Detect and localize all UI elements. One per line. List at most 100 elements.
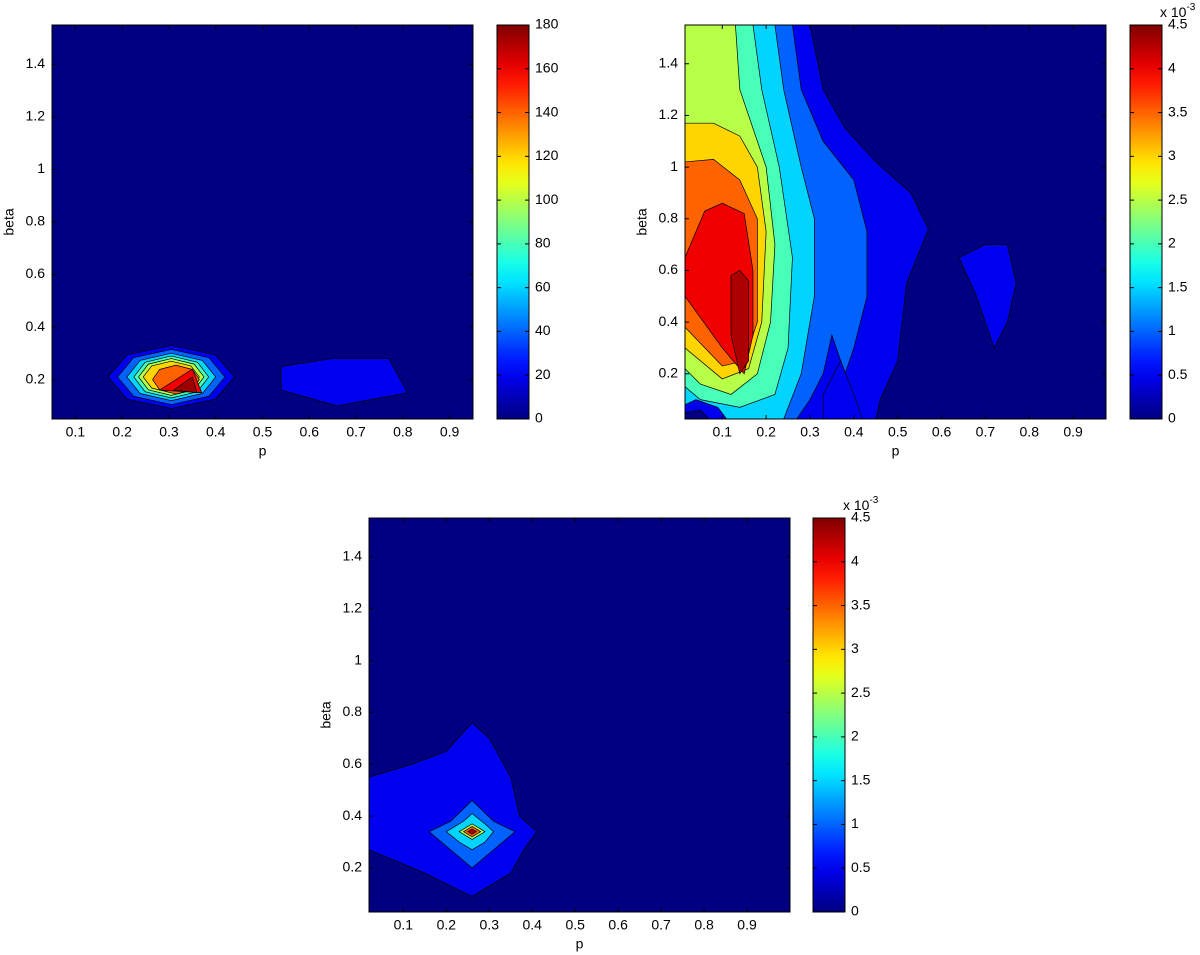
y-tick-label: 0.6 [343, 755, 363, 771]
background-region [52, 25, 473, 419]
x-tick-label: 0.3 [159, 424, 179, 440]
colorbar-tick-label: 4 [1168, 59, 1176, 75]
x-tick-label: 0.5 [888, 424, 908, 440]
x-tick-label: 0.8 [393, 424, 413, 440]
x-tick-label: 0.4 [844, 424, 864, 440]
colorbar-tick-label: 3.5 [851, 596, 871, 612]
y-axis-label: beta [634, 208, 650, 235]
y-tick-label: 1.4 [343, 548, 363, 564]
y-tick-label: 0.4 [26, 318, 46, 334]
x-tick-label: 0.2 [112, 424, 132, 440]
x-axis-label: p [259, 443, 267, 459]
x-tick-label: 0.6 [300, 424, 320, 440]
x-tick-label: 0.6 [608, 917, 628, 933]
y-tick-label: 0.6 [26, 265, 46, 281]
contour-region [958, 244, 1017, 349]
colorbar [496, 24, 530, 420]
contour-region [685, 409, 710, 419]
y-tick-label: 0.8 [343, 703, 363, 719]
x-tick-label: 0.4 [523, 917, 543, 933]
colorbar-tick-label: 0 [1168, 410, 1176, 426]
colorbar-scale-exponent: -3 [1186, 2, 1195, 13]
contour-region [730, 269, 749, 375]
colorbar-tick-label: 1.5 [1168, 278, 1188, 294]
colorbar-tick-label: 1 [1168, 322, 1176, 338]
contour-region [280, 358, 409, 407]
x-tick-label: 0.2 [756, 424, 776, 440]
x-tick-label: 0.5 [253, 424, 273, 440]
colorbar-scale-base: x 10 [843, 497, 870, 513]
plot-area [52, 25, 473, 419]
y-tick-label: 1 [37, 160, 45, 176]
x-tick-label: 0.4 [206, 424, 226, 440]
colorbar-tick-label: 60 [535, 278, 551, 294]
colorbar-tick-label: 4 [851, 552, 859, 568]
y-tick-label: 1.2 [659, 106, 679, 122]
colorbar-scale-exponent: -3 [869, 495, 878, 506]
plot-area [369, 518, 790, 912]
colorbar-tick-label: 3 [851, 640, 859, 656]
colorbar [1129, 24, 1163, 420]
colorbar-tick-label: 2 [1168, 235, 1176, 251]
x-axis-label: p [892, 443, 900, 459]
y-tick-label: 1.4 [659, 54, 679, 70]
x-tick-label: 0.7 [976, 424, 996, 440]
x-tick-label: 0.9 [737, 917, 757, 933]
x-tick-label: 0.7 [346, 424, 366, 440]
y-tick-label: 0.6 [659, 261, 679, 277]
x-tick-label: 0.3 [480, 917, 500, 933]
y-tick-label: 0.4 [659, 313, 679, 329]
x-tick-label: 0.8 [694, 917, 714, 933]
axes-frame [368, 517, 791, 913]
y-tick-label: 0.2 [659, 364, 679, 380]
colorbar-tick-label: 3 [1168, 147, 1176, 163]
plot-area [685, 25, 1106, 419]
colorbar-tick-label: 1 [851, 815, 859, 831]
colorbar-tick-label: 3.5 [1168, 103, 1188, 119]
contour-region [467, 828, 478, 835]
x-tick-label: 0.3 [800, 424, 820, 440]
colorbar-tick-label: 0.5 [851, 859, 871, 875]
y-tick-label: 1.2 [26, 108, 46, 124]
contour-region [172, 376, 198, 394]
colorbar-tick-label: 0.5 [1168, 366, 1188, 382]
colorbar-scale: x 10-3 [843, 495, 879, 513]
y-tick-label: 1.4 [26, 55, 46, 71]
colorbar-tick-label: 40 [535, 322, 551, 338]
x-tick-label: 0.9 [1063, 424, 1083, 440]
x-tick-label: 0.5 [565, 917, 585, 933]
y-axis-label: beta [1, 208, 17, 235]
colorbar-tick-label: 2.5 [1168, 191, 1188, 207]
colorbar-tick-label: 20 [535, 366, 551, 382]
x-tick-label: 0.6 [932, 424, 952, 440]
colorbar-tick-label: 1.5 [851, 771, 871, 787]
colorbar-tick-label: 180 [535, 16, 559, 32]
contour-region [822, 360, 863, 419]
y-tick-label: 0.8 [26, 213, 46, 229]
colorbar-scale: x 10-3 [1160, 2, 1196, 20]
contour-region [369, 722, 538, 897]
colorbar-tick-label: 4.5 [1168, 16, 1188, 32]
colorbar-tick-label: 80 [535, 235, 551, 251]
colorbar-tick-label: 0 [851, 903, 859, 919]
colorbar-scale-base: x 10 [1160, 4, 1187, 20]
colorbar-tick-label: 4.5 [851, 509, 871, 525]
x-axis-label: p [576, 936, 584, 952]
colorbar-tick-label: 100 [535, 191, 559, 207]
colorbar-tick-label: 0 [535, 410, 543, 426]
colorbar-tick-label: 2 [851, 728, 859, 744]
x-tick-label: 0.1 [713, 424, 733, 440]
colorbar-tick-label: 160 [535, 59, 559, 75]
x-tick-label: 0.1 [394, 917, 414, 933]
colorbar-tick-label: 120 [535, 147, 559, 163]
y-tick-label: 0.2 [343, 859, 363, 875]
axes-frame [684, 24, 1107, 420]
colorbar-tick-label: 140 [535, 103, 559, 119]
x-tick-label: 0.8 [1020, 424, 1040, 440]
x-tick-label: 0.9 [440, 424, 460, 440]
y-tick-label: 0.2 [26, 370, 46, 386]
y-tick-label: 0.4 [343, 807, 363, 823]
colorbar-tick-label: 2.5 [851, 684, 871, 700]
